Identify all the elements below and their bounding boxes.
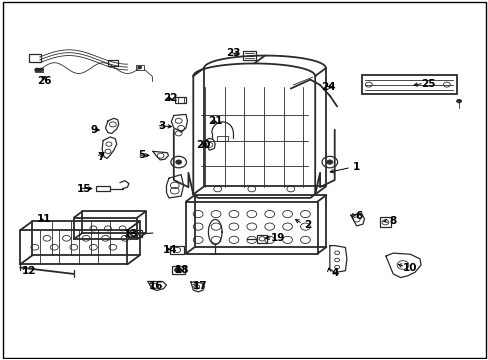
Circle shape xyxy=(138,66,142,69)
Circle shape xyxy=(175,160,181,164)
Text: 7: 7 xyxy=(97,152,104,162)
Circle shape xyxy=(35,68,40,72)
Text: 9: 9 xyxy=(91,125,98,135)
Text: 17: 17 xyxy=(192,281,206,291)
Text: 11: 11 xyxy=(36,215,51,224)
Bar xyxy=(361,75,456,94)
Text: 2: 2 xyxy=(304,220,311,230)
Circle shape xyxy=(456,99,461,103)
Text: 26: 26 xyxy=(37,76,52,86)
Text: 8: 8 xyxy=(389,216,396,226)
Bar xyxy=(29,54,41,62)
Text: 22: 22 xyxy=(163,93,177,103)
Text: 21: 21 xyxy=(207,116,222,126)
Bar xyxy=(172,266,184,274)
Text: 14: 14 xyxy=(163,245,177,255)
Bar xyxy=(175,97,185,103)
Circle shape xyxy=(174,267,181,273)
Text: 19: 19 xyxy=(270,233,285,243)
Bar xyxy=(256,235,267,243)
Bar xyxy=(35,68,42,72)
Circle shape xyxy=(38,68,43,72)
Text: 6: 6 xyxy=(355,211,362,221)
Text: 4: 4 xyxy=(330,268,338,278)
Bar xyxy=(96,186,110,192)
Text: 13: 13 xyxy=(124,229,138,239)
Text: 25: 25 xyxy=(421,79,435,89)
Circle shape xyxy=(326,160,332,164)
Bar xyxy=(216,136,228,140)
Bar xyxy=(128,230,142,237)
Bar xyxy=(108,59,118,66)
Text: 16: 16 xyxy=(148,281,163,291)
Bar xyxy=(379,217,390,227)
Bar xyxy=(242,51,256,60)
Text: 23: 23 xyxy=(226,48,241,58)
Bar xyxy=(170,246,183,253)
Text: 15: 15 xyxy=(76,184,91,194)
Text: 18: 18 xyxy=(175,265,189,275)
Text: 12: 12 xyxy=(21,266,36,276)
Text: 3: 3 xyxy=(158,121,165,131)
Text: 20: 20 xyxy=(195,140,210,150)
Text: 24: 24 xyxy=(321,82,335,92)
Text: 1: 1 xyxy=(352,162,360,172)
Bar xyxy=(136,65,144,69)
Text: 10: 10 xyxy=(402,263,417,273)
Text: 5: 5 xyxy=(138,150,145,160)
